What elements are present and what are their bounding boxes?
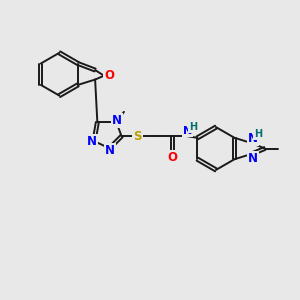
Text: N: N — [248, 132, 258, 145]
Text: H: H — [254, 129, 262, 139]
Text: N: N — [87, 135, 97, 148]
Text: N: N — [105, 144, 115, 157]
Text: S: S — [133, 130, 142, 143]
Text: O: O — [104, 69, 114, 82]
Text: N: N — [183, 126, 192, 136]
Text: O: O — [167, 151, 177, 164]
Text: N: N — [248, 152, 258, 165]
Text: N: N — [112, 114, 122, 127]
Text: H: H — [189, 122, 197, 132]
